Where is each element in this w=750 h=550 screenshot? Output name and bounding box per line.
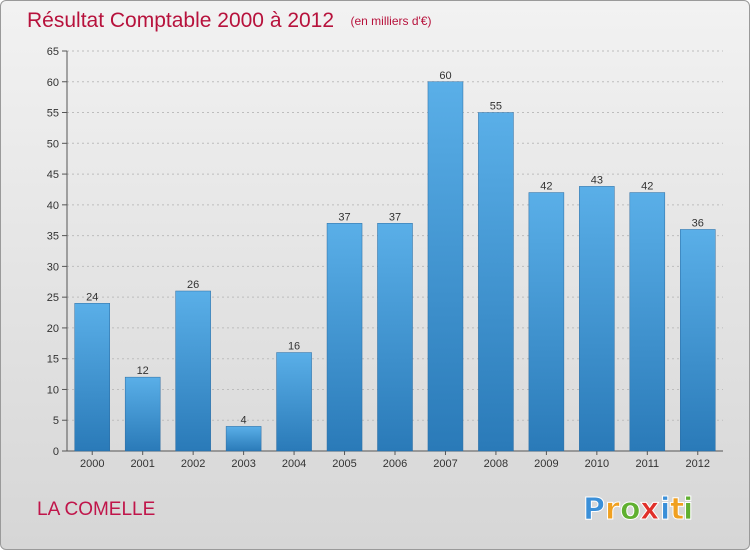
chart-title: Résultat Comptable 2000 à 2012 (en milli… [27,9,431,32]
x-tick-label-2006: 2006 [383,458,407,470]
bar-2010 [579,186,615,452]
data-label-2008: 55 [490,101,502,113]
logo-letter: i [660,492,670,527]
bar-2002 [175,290,211,452]
y-tick-label: 35 [47,231,59,243]
logo-letter: t [670,492,684,527]
chart-subtitle: (en milliers d'€) [351,14,432,28]
data-label-2003: 4 [241,414,247,426]
data-label-2002: 26 [187,279,199,291]
data-label-2011: 42 [641,181,653,193]
y-tick-label: 50 [47,138,59,150]
x-tick-label-2011: 2011 [635,458,659,470]
bar-2006 [377,223,413,452]
bars [74,81,716,452]
data-label-2006: 37 [389,211,401,223]
bar-2004 [276,352,312,452]
y-tick-label: 0 [53,446,59,458]
y-tick-label: 15 [47,354,59,366]
data-label-2005: 37 [338,211,350,223]
logo-letter: r [605,492,620,527]
bar-2008 [478,112,514,452]
x-tick-label-2007: 2007 [433,458,457,470]
y-tick-label: 30 [47,261,59,273]
data-label-2009: 42 [540,181,552,193]
x-tick-label-2000: 2000 [80,458,104,470]
data-label-2010: 43 [591,174,603,186]
data-labels: 24 12 26 4 16 37 37 60 55 42 43 42 36 [86,70,704,427]
bar-2005 [326,223,363,452]
y-tick-label: 5 [53,415,59,427]
x-tick-label-2002: 2002 [181,458,205,470]
bar-2012 [680,229,716,452]
x-tick-label-2003: 2003 [231,458,255,470]
bar-2001 [124,376,161,452]
bar-2011 [629,192,666,452]
x-tick-label-2010: 2010 [585,458,609,470]
logo-letter: P [583,492,605,527]
bar-2003 [225,426,262,452]
data-label-2001: 12 [137,365,149,377]
logo-letter: x [640,492,659,527]
y-tick-labels: 0 5 10 15 20 25 30 35 40 45 50 55 60 65 [47,46,59,458]
y-tick-label: 40 [47,200,59,212]
data-label-2000: 24 [86,291,98,303]
bar-2000 [74,303,110,452]
y-tick-label: 45 [47,169,59,181]
x-tick-label-2001: 2001 [130,458,154,470]
x-tick-label-2012: 2012 [686,458,710,470]
chart-title-main: Résultat Comptable 2000 à 2012 [27,9,334,32]
y-tick-label: 65 [47,46,59,58]
logo-letter: i [683,492,693,527]
y-tick-label: 10 [47,384,59,396]
data-label-2004: 16 [288,341,300,353]
x-tick-label-2009: 2009 [534,458,558,470]
y-tick-label: 20 [47,323,59,335]
y-tick-label: 25 [47,292,59,304]
x-tick-label-2008: 2008 [484,458,508,470]
x-tick-labels: 2000 2001 2002 2003 2004 2005 2006 2007 2008 2009… [80,458,710,470]
x-tick-label-2004: 2004 [282,458,306,470]
bar-2007 [427,81,464,452]
y-tick-label: 60 [47,77,59,89]
commune-name: LA COMELLE [37,499,155,520]
y-tick-label: 55 [47,108,59,120]
data-label-2007: 60 [439,70,451,82]
x-tick-label-2005: 2005 [332,458,356,470]
bar-2009 [528,192,565,452]
logo-letter: o [620,492,641,527]
data-label-2012: 36 [692,217,704,229]
